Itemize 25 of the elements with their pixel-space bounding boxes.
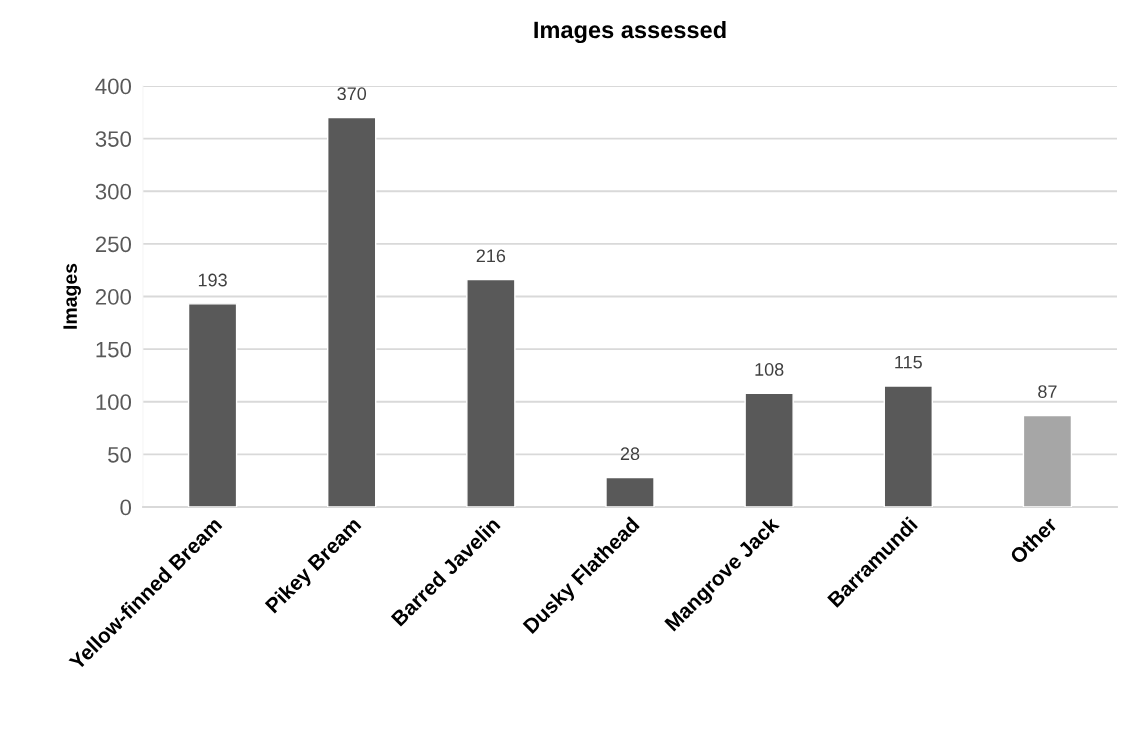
y-tick-label: 150: [96, 341, 132, 358]
chart-title: Images assessed: [534, 20, 726, 44]
bar: [466, 278, 516, 507]
y-tick-label: 100: [96, 394, 132, 411]
bar: [327, 116, 377, 507]
data-label: 193: [198, 273, 227, 287]
y-tick-label: 0: [120, 499, 132, 516]
y-tick-label: 200: [95, 289, 132, 305]
y-tick-label: 400: [95, 78, 132, 95]
bar: [605, 476, 655, 507]
y-axis-title: Images: [63, 263, 81, 329]
y-tick-label: 350: [95, 131, 132, 147]
y-tick-label: 50: [108, 446, 132, 463]
data-label: 28: [620, 447, 640, 461]
bar: [187, 303, 238, 507]
y-tick-label: 250: [95, 236, 132, 253]
data-label: 115: [895, 355, 922, 369]
bar: [1022, 414, 1073, 507]
data-label: 216: [476, 249, 506, 263]
bar: [883, 385, 933, 507]
data-label: 370: [337, 87, 367, 101]
bar: [744, 392, 794, 507]
y-tick-label: 300: [95, 183, 132, 200]
data-label: 108: [755, 363, 784, 376]
data-label: 87: [1038, 385, 1057, 398]
